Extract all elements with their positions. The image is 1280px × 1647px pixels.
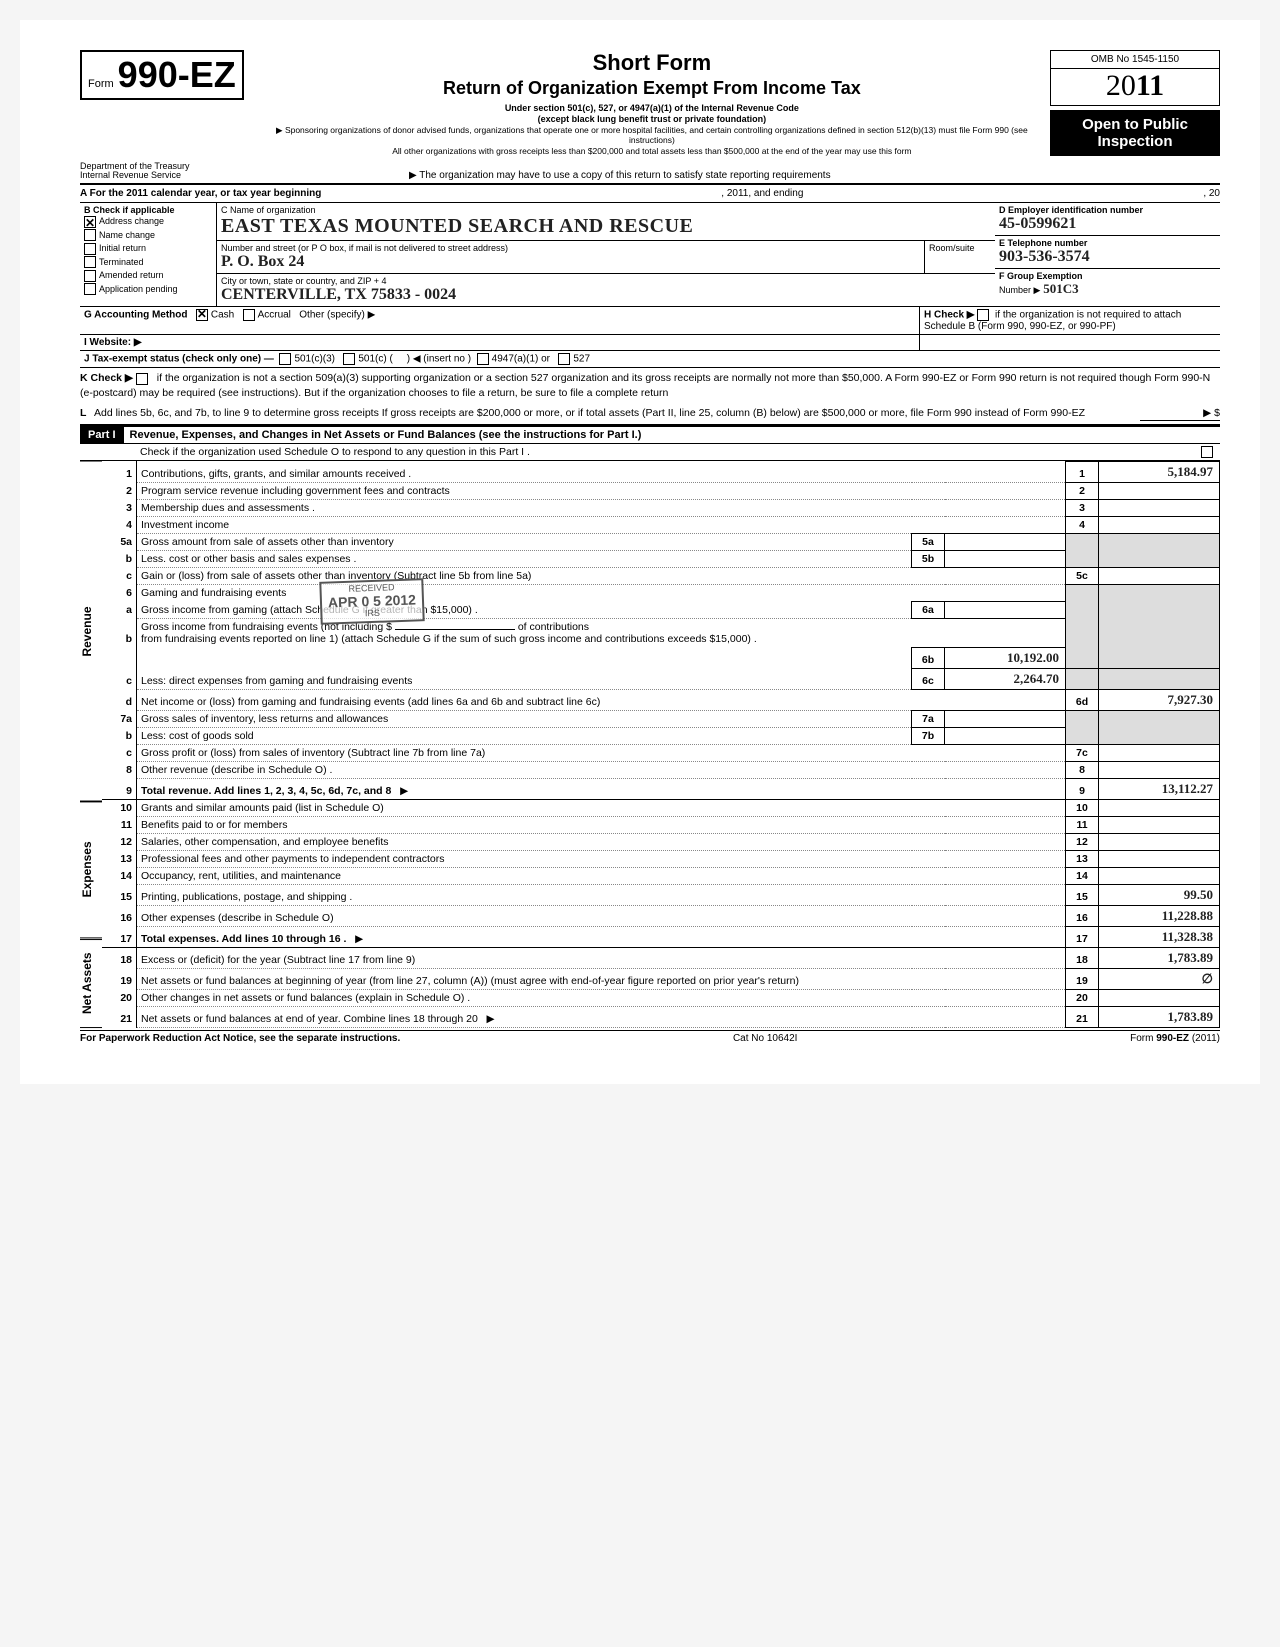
section-def: D Employer identification number 45-0599… [995, 203, 1220, 306]
section-k: K Check ▶ if the organization is not a s… [80, 368, 1220, 402]
title-short-form: Short Form [260, 50, 1044, 76]
open-to-public: Open to Public Inspection [1050, 110, 1220, 156]
amt-9: 13,112.27 [1099, 778, 1220, 799]
chk-accrual[interactable] [243, 309, 255, 321]
group-exemption: 501C3 [1043, 281, 1078, 296]
chk-name-change[interactable] [84, 229, 96, 241]
part1-check-line: Check if the organization used Schedule … [80, 444, 1220, 461]
phone: 903-536-3574 [999, 248, 1216, 266]
form-word: Form [88, 78, 114, 90]
chk-app-pending[interactable] [84, 283, 96, 295]
label-net-assets: Net Assets [80, 939, 102, 1028]
lines-table: 1Contributions, gifts, grants, and simil… [102, 461, 1220, 1028]
omb-number: OMB No 1545-1150 [1050, 50, 1220, 69]
amt-6b: 10,192.00 [945, 647, 1066, 668]
chk-501c[interactable] [343, 353, 355, 365]
chk-501c3[interactable] [279, 353, 291, 365]
form-number: 990-EZ [118, 54, 236, 96]
received-stamp: RECEIVED APR 0 5 2012 IRS [319, 578, 424, 625]
amt-6c: 2,264.70 [945, 668, 1066, 689]
section-a: A For the 2011 calendar year, or tax yea… [80, 185, 1220, 203]
section-l: L Add lines 5b, 6c, and 7b, to line 9 to… [80, 403, 1220, 425]
chk-4947[interactable] [477, 353, 489, 365]
chk-527[interactable] [558, 353, 570, 365]
form-badge: Form 990-EZ [80, 50, 244, 100]
org-address: P. O. Box 24 [221, 253, 920, 271]
tax-year: 2011 [1050, 69, 1220, 106]
note-other-orgs: All other organizations with gross recei… [260, 146, 1044, 156]
row-j: J Tax-exempt status (check only one) — 5… [80, 351, 1220, 368]
amt-17: 11,328.38 [1099, 926, 1220, 947]
amt-6d: 7,927.30 [1099, 689, 1220, 710]
chk-address-change[interactable] [84, 216, 96, 228]
label-revenue: Revenue [80, 461, 102, 802]
org-name: EAST TEXAS MOUNTED SEARCH AND RESCUE [221, 215, 991, 238]
dept-treasury: Department of the Treasury Internal Reve… [80, 162, 190, 182]
bcdef-block: B Check if applicable Address change Nam… [80, 203, 1220, 307]
lines-grid: Revenue Expenses Net Assets 1Contributio… [80, 461, 1220, 1028]
part1-header: Part I Revenue, Expenses, and Changes in… [80, 425, 1220, 444]
subtitle-section: Under section 501(c), 527, or 4947(a)(1)… [260, 103, 1044, 113]
chk-k[interactable] [136, 373, 148, 385]
chk-initial-return[interactable] [84, 243, 96, 255]
ein: 45-0599621 [999, 215, 1216, 233]
amt-16: 11,228.88 [1099, 905, 1220, 926]
amt-1: 5,184.97 [1099, 461, 1220, 482]
chk-amended[interactable] [84, 270, 96, 282]
dept-row: Department of the Treasury Internal Reve… [80, 162, 1220, 186]
section-c: C Name of organization EAST TEXAS MOUNTE… [217, 203, 995, 306]
chk-terminated[interactable] [84, 256, 96, 268]
header-row: Form 990-EZ Short Form Return of Organiz… [80, 50, 1220, 158]
amt-18: 1,783.89 [1099, 947, 1220, 968]
amt-21: 1,783.89 [1099, 1006, 1220, 1027]
title-block: Short Form Return of Organization Exempt… [254, 50, 1050, 158]
row-i: I Website: ▶ [80, 335, 1220, 351]
amt-15: 99.50 [1099, 884, 1220, 905]
chk-sched-b[interactable] [977, 309, 989, 321]
section-b: B Check if applicable Address change Nam… [80, 203, 217, 306]
chk-cash[interactable] [196, 309, 208, 321]
title-return: Return of Organization Exempt From Incom… [260, 78, 1044, 99]
amt-19: ∅ [1099, 968, 1220, 989]
header-right-col: OMB No 1545-1150 2011 Open to Public Ins… [1050, 50, 1220, 156]
footer: For Paperwork Reduction Act Notice, see … [80, 1030, 1220, 1044]
chk-schedule-o[interactable] [1201, 446, 1213, 458]
form-footer: Form 990-EZ (2011) [1130, 1033, 1220, 1044]
note-copy: The organization may have to use a copy … [190, 170, 1050, 181]
label-expenses: Expenses [80, 801, 102, 938]
subtitle-except: (except black lung benefit trust or priv… [260, 114, 1044, 124]
row-g-h: G Accounting Method Cash Accrual Other (… [80, 307, 1220, 335]
org-city: CENTERVILLE, TX 75833 - 0024 [221, 286, 991, 304]
note-sponsoring: Sponsoring organizations of donor advise… [260, 125, 1044, 145]
form-page: Form 990-EZ Short Form Return of Organiz… [20, 20, 1260, 1084]
